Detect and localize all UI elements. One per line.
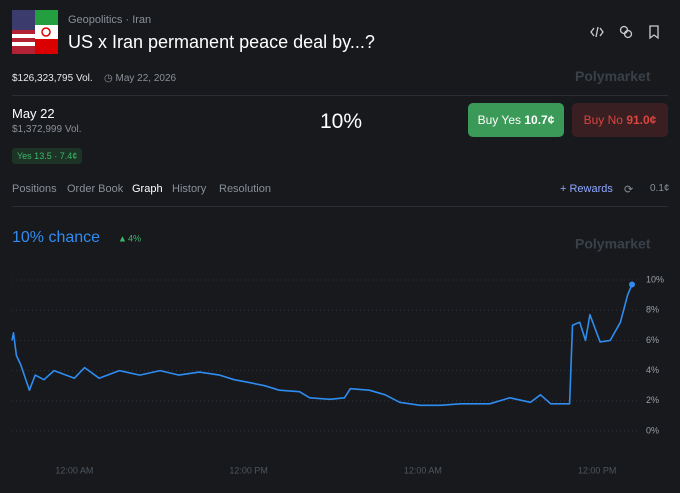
button-label: Buy Yes [477, 113, 521, 127]
spread: 0.1¢ [650, 183, 670, 194]
y-tick-label: 10% [646, 274, 664, 284]
brand-watermark: Polymarket [575, 68, 651, 84]
chart-change-arrow: ▲ [118, 233, 127, 243]
end-date: May 22, 2026 [115, 73, 177, 84]
chart-change: 4% [128, 233, 141, 243]
tab-active[interactable]: Graph [132, 183, 163, 195]
chart-watermark: Polymarket [575, 236, 651, 252]
refresh-icon[interactable]: ⟳ [624, 184, 634, 196]
y-tick-label: 2% [646, 395, 659, 405]
rewards-link[interactable]: + Rewards [560, 183, 613, 195]
buy-no-button[interactable]: Buy No 91.0¢ [572, 103, 668, 137]
button-price: 91.0¢ [626, 113, 657, 127]
tab[interactable]: Resolution [219, 183, 271, 195]
line [11, 284, 633, 407]
chart: 10% chance ▲ 4% Polymarket 0% 2% 4% 6% 8% 10%… [11, 229, 664, 475]
divider [12, 206, 668, 207]
flag-icon [12, 10, 58, 54]
end-date-wrap: ◷ May 22, 2026 [104, 73, 177, 84]
breadcrumb-item[interactable]: Iran [132, 14, 152, 26]
y-tick-label: 4% [646, 365, 659, 375]
x-tick-label: 12:00 AM [55, 465, 93, 475]
button-price: 10.7¢ [524, 113, 555, 127]
button-label: Buy No [583, 113, 623, 127]
tab[interactable]: Order Book [67, 183, 124, 195]
market-title: US x Iran permanent peace deal by...? [68, 32, 375, 52]
end-point [629, 281, 635, 288]
x-tick-label: 12:00 AM [404, 465, 442, 475]
tab[interactable]: History [172, 183, 207, 195]
tab[interactable]: Positions [12, 183, 57, 195]
total-volume: $126,323,795 Vol. [12, 73, 93, 84]
outcome-chance: 10% [320, 110, 363, 133]
chart-title: 10% chance [12, 229, 100, 246]
y-tick-label: 6% [646, 335, 659, 345]
x-tick-label: 12:00 PM [578, 465, 617, 475]
y-tick-label: 0% [646, 425, 659, 435]
breadcrumb-item[interactable]: Geopolitics [68, 14, 123, 26]
buy-yes-button[interactable]: Buy Yes 10.7¢ [468, 103, 564, 137]
divider [12, 95, 668, 96]
price-badge: Yes 13.5 · 7.4¢ [12, 148, 83, 164]
outcome-volume: $1,372,999 Vol. [12, 124, 82, 135]
breadcrumb: Geopolitics · Iran [68, 14, 152, 26]
rewards-label: Rewards [569, 183, 613, 195]
x-tick-label: 12:00 PM [229, 465, 268, 475]
y-tick-label: 8% [646, 305, 659, 315]
outcome-name: May 22 [12, 106, 55, 121]
header-icons[interactable] [590, 24, 665, 40]
